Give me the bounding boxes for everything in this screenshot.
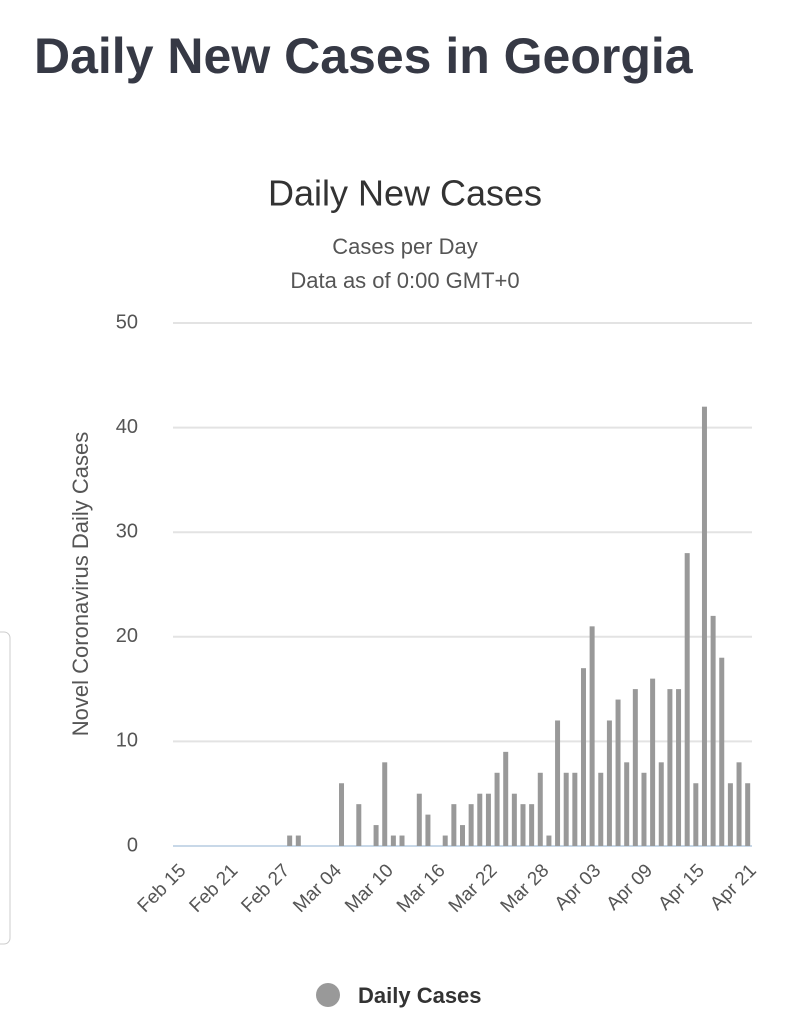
bar <box>511 793 517 846</box>
bar <box>684 553 690 846</box>
bar <box>727 783 733 846</box>
bar <box>658 762 664 846</box>
bar <box>676 689 682 846</box>
bar <box>701 406 707 846</box>
bar <box>485 793 491 846</box>
bar <box>572 772 578 846</box>
bar <box>650 678 656 846</box>
bar <box>580 668 586 846</box>
y-tick-label: 40 <box>116 416 138 438</box>
bar <box>356 804 362 846</box>
x-tick-label: Feb 27 <box>237 860 294 917</box>
chart-title: Daily New Cases <box>268 173 542 214</box>
bar <box>339 783 345 846</box>
bar <box>606 720 612 846</box>
bar <box>520 804 526 846</box>
x-tick-label: Apr 21 <box>706 860 760 914</box>
page-title: Daily New Cases in Georgia <box>34 28 694 84</box>
legend-marker <box>316 983 340 1007</box>
bar <box>295 835 301 846</box>
bar <box>632 689 638 846</box>
x-tick-label: Mar 16 <box>393 860 450 917</box>
bar <box>477 793 483 846</box>
bar <box>546 835 552 846</box>
y-tick-label: 0 <box>127 834 138 856</box>
legend-label: Daily Cases <box>358 983 482 1008</box>
bar <box>373 825 379 846</box>
x-tick-label: Apr 15 <box>654 860 708 914</box>
bar <box>287 835 293 846</box>
bar <box>641 772 647 846</box>
bar <box>736 762 742 846</box>
y-tick-label: 50 <box>116 311 138 333</box>
x-tick-label: Mar 04 <box>289 860 346 917</box>
bar <box>710 615 716 846</box>
bar <box>468 804 474 846</box>
bar <box>563 772 569 846</box>
bar <box>460 825 465 846</box>
bar <box>425 814 431 846</box>
y-axis-label: Novel Coronavirus Daily Cases <box>68 432 93 736</box>
x-tick-label: Feb 21 <box>186 860 243 917</box>
x-tick-label: Feb 15 <box>134 860 191 917</box>
x-tick-label: Mar 28 <box>497 860 554 917</box>
y-tick-label: 20 <box>116 625 138 647</box>
bar <box>693 783 699 846</box>
chart-subtitle: Cases per Day <box>332 234 478 259</box>
bar <box>399 835 405 846</box>
bar <box>598 772 604 846</box>
bar <box>745 783 751 846</box>
bar <box>503 751 509 846</box>
bar <box>382 762 388 846</box>
bar <box>624 762 630 846</box>
bar <box>589 626 595 846</box>
chart-subtitle: Data as of 0:00 GMT+0 <box>290 268 519 293</box>
y-tick-label: 30 <box>116 520 138 542</box>
bar <box>451 804 457 846</box>
bar <box>442 835 448 846</box>
x-tick-label: Mar 10 <box>341 860 398 917</box>
bar <box>667 689 673 846</box>
x-tick-label: Apr 03 <box>551 860 605 914</box>
x-tick-label: Apr 09 <box>603 860 657 914</box>
bar <box>537 772 543 846</box>
bar <box>494 772 500 846</box>
bar <box>529 804 535 846</box>
x-tick-label: Mar 22 <box>445 860 502 917</box>
bar <box>719 657 725 846</box>
bar <box>615 699 621 846</box>
y-tick-label: 10 <box>116 730 138 752</box>
bar <box>390 835 396 846</box>
bar <box>555 720 561 846</box>
side-card <box>0 631 11 945</box>
bar <box>416 793 422 846</box>
